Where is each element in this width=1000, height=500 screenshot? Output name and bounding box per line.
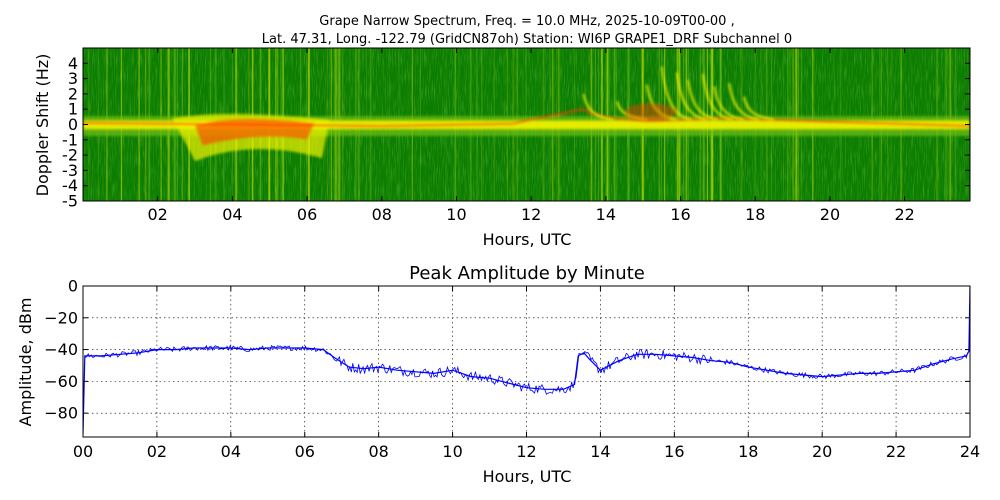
amplitude-x-tick-label: 00 xyxy=(73,442,93,461)
spectrogram-y-tick-label: 4 xyxy=(68,54,78,73)
doppler-arc xyxy=(701,73,734,121)
amplitude-x-tick-label: 04 xyxy=(221,442,241,461)
doppler-arc xyxy=(582,93,614,121)
spectrogram-y-tick-label: -3 xyxy=(62,161,78,180)
amplitude-y-tick-label: −60 xyxy=(44,372,78,391)
amplitude-y-tick-label: −20 xyxy=(44,308,78,327)
amplitude-xlabel: Hours, UTC xyxy=(483,467,572,486)
spectrogram-y-tick-label: 3 xyxy=(68,69,78,88)
spectrogram-title-line2: Lat. 47.31, Long. -122.79 (GridCN87oh) S… xyxy=(262,32,792,47)
spectrogram-x-tick-label: 16 xyxy=(670,205,690,224)
doppler-arc xyxy=(675,72,707,121)
spectrogram-x-tick-label: 12 xyxy=(521,205,541,224)
amplitude-plot-area xyxy=(83,286,970,437)
amplitude-x-tick-label: 20 xyxy=(812,442,832,461)
amplitude-x-tick-label: 06 xyxy=(295,442,315,461)
spectrogram-x-tick-label: 10 xyxy=(446,205,466,224)
spectrogram-y-tick-label: -4 xyxy=(62,176,78,195)
amplitude-y-tick-label: 0 xyxy=(68,277,78,296)
spectrogram-y-tick-label: -5 xyxy=(62,192,78,211)
band-peak-line xyxy=(83,108,970,128)
spectrogram-xlabel: Hours, UTC xyxy=(483,230,572,249)
spectrogram-x-ticks: 02 04 06 08 10 12 14 16 18 20 22 xyxy=(148,48,915,224)
spectrogram-x-tick-label: 06 xyxy=(297,205,317,224)
spectrogram-y-tick-label: -2 xyxy=(62,146,78,165)
amplitude-y-ticks: 0 −20 −40 −60 −80 xyxy=(44,277,970,423)
spectrogram-x-tick-label: 04 xyxy=(222,205,242,224)
amplitude-y-tick-label: −40 xyxy=(44,340,78,359)
spectrogram-x-tick-label: 02 xyxy=(148,205,168,224)
spectrogram-x-tick-label: 18 xyxy=(745,205,765,224)
amplitude-x-ticks: 00 02 04 06 08 10 12 14 16 18 20 22 24 xyxy=(73,286,980,461)
doppler-peak-patch xyxy=(624,103,677,122)
spectrogram-plot xyxy=(83,48,970,201)
spectrogram-x-tick-label: 14 xyxy=(596,205,616,224)
spectrogram-x-tick-label: 22 xyxy=(894,205,914,224)
amplitude-x-tick-label: 24 xyxy=(960,442,980,461)
amplitude-grid xyxy=(83,286,970,437)
amplitude-x-tick-label: 22 xyxy=(886,442,906,461)
amplitude-x-tick-label: 16 xyxy=(664,442,684,461)
spectrogram-carrier-band xyxy=(83,108,970,162)
spectrogram-ylabel: Doppler Shift (Hz) xyxy=(33,54,52,197)
spectrogram-doppler-traces xyxy=(582,66,775,122)
amplitude-x-tick-label: 14 xyxy=(590,442,610,461)
doppler-arc xyxy=(686,79,719,121)
doppler-arc xyxy=(713,86,745,121)
spectrogram-x-tick-label: 08 xyxy=(372,205,392,224)
amplitude-series-noise xyxy=(85,344,969,395)
doppler-arc xyxy=(742,96,775,121)
amplitude-x-tick-label: 08 xyxy=(368,442,388,461)
spectrogram-y-tick-label: 0 xyxy=(68,115,78,134)
spectrogram-y-tick-label: 1 xyxy=(68,100,78,119)
spectrogram-y-tick-label: 2 xyxy=(68,84,78,103)
amplitude-x-tick-label: 10 xyxy=(442,442,462,461)
amplitude-x-tick-label: 12 xyxy=(516,442,536,461)
amplitude-x-tick-label: 02 xyxy=(147,442,167,461)
spectrogram-y-tick-label: -1 xyxy=(62,130,78,149)
spectrogram-x-tick-label: 20 xyxy=(820,205,840,224)
doppler-arc xyxy=(660,66,693,121)
amplitude-title: Peak Amplitude by Minute xyxy=(409,263,645,284)
amplitude-x-tick-label: 18 xyxy=(738,442,758,461)
amplitude-ylabel: Amplitude, dBm xyxy=(16,298,35,427)
spectrogram-title-line1: Grape Narrow Spectrum, Freq. = 10.0 MHz,… xyxy=(319,14,734,29)
band-core xyxy=(83,120,970,130)
amplitude-y-tick-label: −80 xyxy=(44,404,78,423)
doppler-arc xyxy=(728,83,760,121)
